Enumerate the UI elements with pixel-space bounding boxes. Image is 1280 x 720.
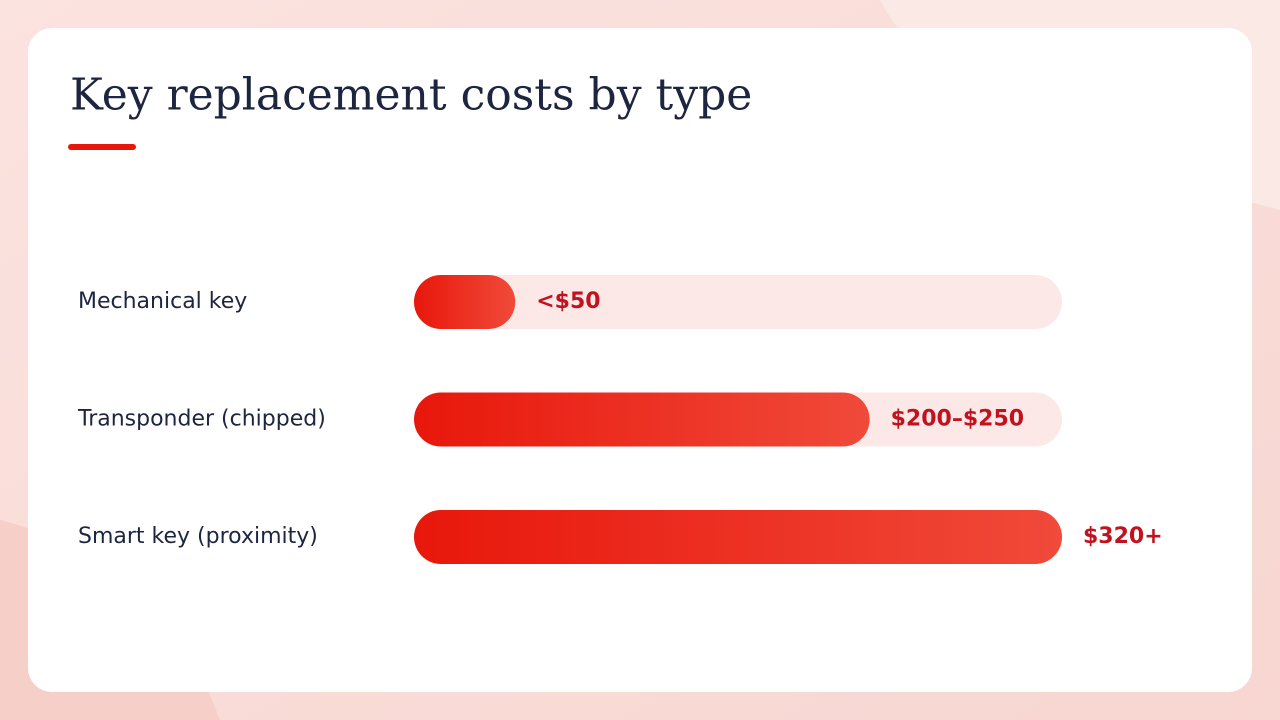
chart-title: Key replacement costs by type xyxy=(70,70,752,121)
card xyxy=(28,28,1252,692)
bars: Mechanical key <$50 Transponder (chipped) $… xyxy=(77,275,1163,564)
bar xyxy=(414,510,1062,564)
category-label: Mechanical key xyxy=(78,289,247,314)
bar xyxy=(414,275,516,329)
category-label: Transponder (chipped) xyxy=(77,407,326,432)
value-label: $200–$250 xyxy=(891,407,1024,432)
title-underline xyxy=(68,144,136,150)
category-label: Smart key (proximity) xyxy=(78,524,318,549)
value-label: $320+ xyxy=(1083,524,1163,549)
bar xyxy=(414,392,870,447)
value-label: <$50 xyxy=(536,289,600,314)
bar-track xyxy=(414,275,1062,329)
